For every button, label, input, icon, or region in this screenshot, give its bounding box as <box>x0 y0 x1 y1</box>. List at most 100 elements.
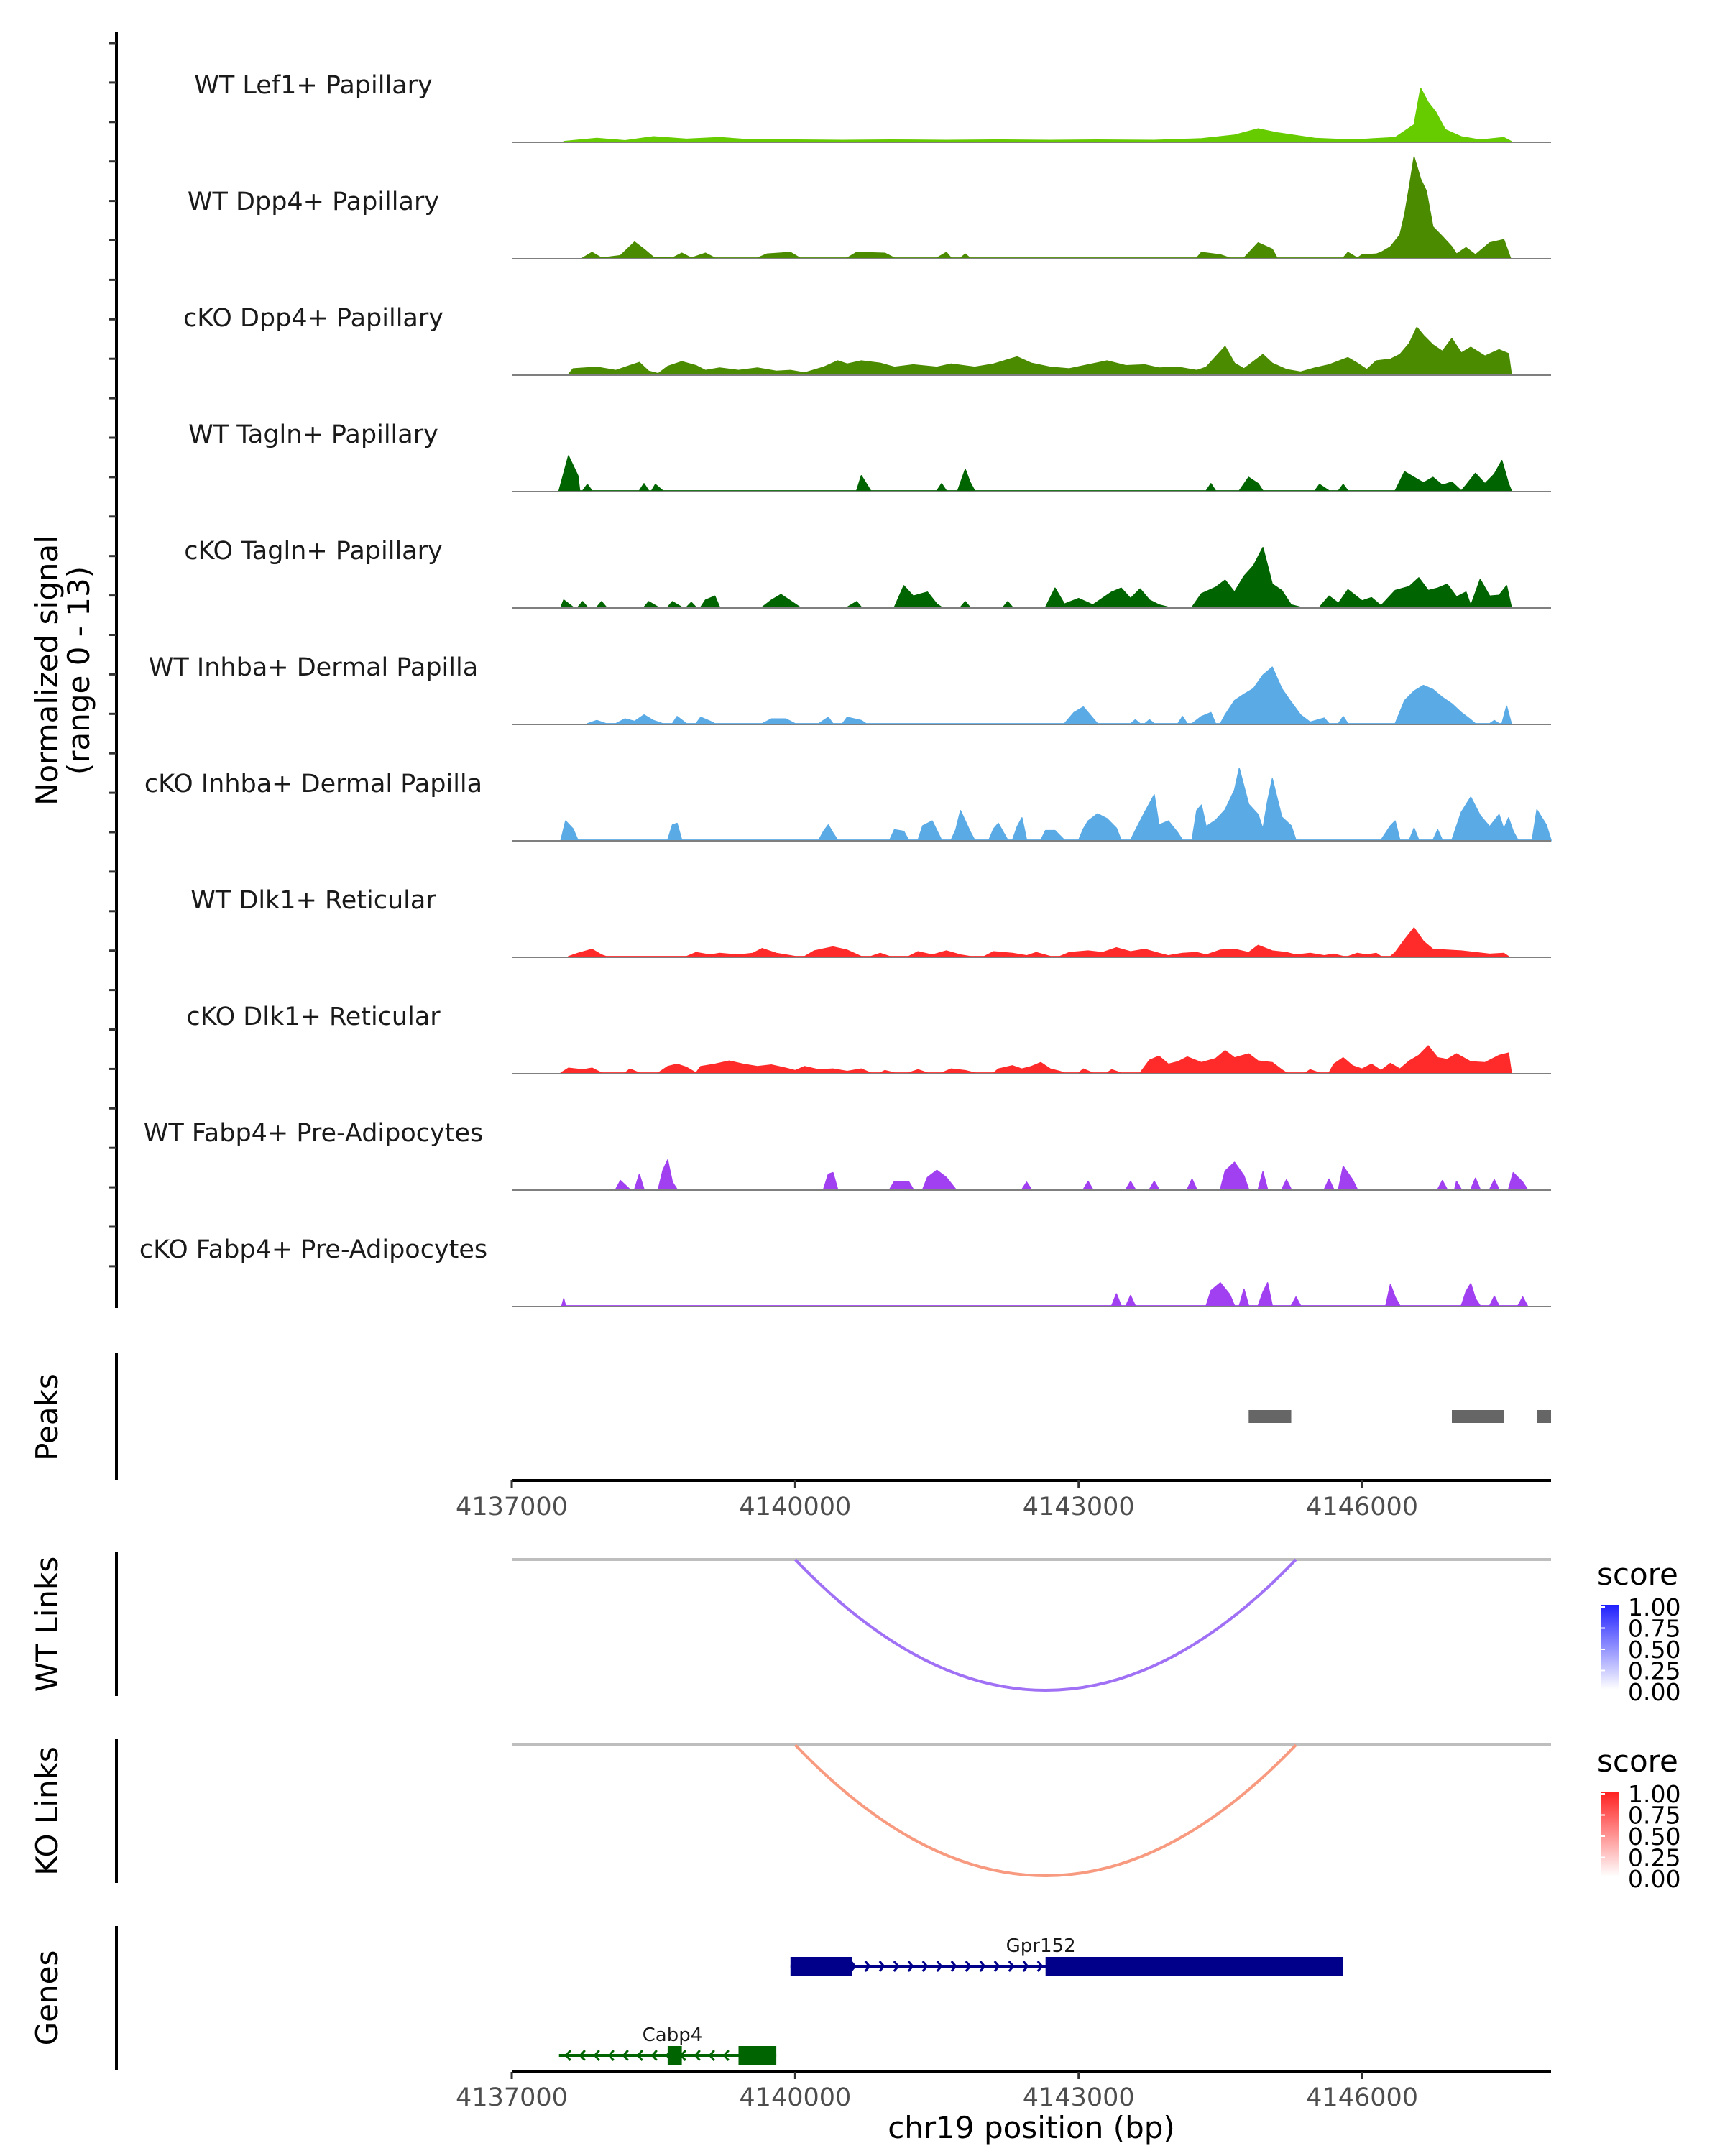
gene-name: Gpr152 <box>1006 1935 1076 1957</box>
ko-legend-ticks: 1.000.750.500.250.00 <box>1601 1780 1680 1893</box>
strand-arrow <box>921 1961 929 1972</box>
strand-arrow <box>622 2050 629 2061</box>
strand-arrow <box>965 1961 972 1972</box>
track-label: WT Fabp4+ Pre-Adipocytes <box>144 1119 483 1148</box>
track-1: WT Dpp4+ Papillary <box>188 156 1551 259</box>
ko-legend-title: score <box>1597 1743 1678 1779</box>
gene-name: Cabp4 <box>643 2024 703 2046</box>
genome-axis-top-ticks: 4137000 4140000 4143000 4146000 <box>456 1480 1418 1521</box>
track-label: WT Lef1+ Papillary <box>194 71 433 100</box>
track-4: cKO Tagln+ Papillary <box>184 537 1551 609</box>
strand-arrow <box>878 1961 886 1972</box>
wt-links-panel: WT Links score 1.000.750.500.250.00 <box>29 1552 1680 1706</box>
coverage-area <box>568 927 1509 958</box>
wt-link-arc <box>794 1558 1297 1692</box>
peak-region <box>1248 1410 1292 1423</box>
legend-tick-label: 1.00 <box>1628 1593 1680 1621</box>
strand-arrow <box>850 1961 857 1972</box>
track-label: WT Tagln+ Papillary <box>188 420 438 449</box>
coverage-area <box>563 87 1512 143</box>
ko-link-arc <box>794 1743 1297 1877</box>
legend-tick-label: 0.25 <box>1628 1657 1680 1685</box>
strand-arrow <box>936 1961 943 1972</box>
track-9: WT Fabp4+ Pre-Adipocytes <box>144 1119 1551 1191</box>
strand-arrow <box>1008 1961 1015 1972</box>
legend-tick-label: 0.75 <box>1628 1802 1680 1830</box>
coverage-tracks: WT Lef1+ Papillary WT Dpp4+ Papillary cKO … <box>139 71 1552 1307</box>
track-2: cKO Dpp4+ Papillary <box>183 304 1551 376</box>
legend-tick-label: 0.75 <box>1628 1615 1680 1643</box>
legend-tick-label: 0.25 <box>1628 1844 1680 1872</box>
strand-arrow <box>636 2050 643 2061</box>
track-6: cKO Inhba+ Dermal Papilla <box>144 768 1552 842</box>
coverage-area <box>558 455 1512 492</box>
coverage-area <box>586 666 1512 725</box>
gene-models: Gpr152 Cabp4 <box>558 1935 1343 2065</box>
gene-exon <box>738 2046 777 2065</box>
strand-arrow <box>864 1961 871 1972</box>
coverage-area <box>581 156 1512 259</box>
track-label: cKO Inhba+ Dermal Papilla <box>144 770 482 798</box>
wt-legend-title: score <box>1597 1557 1678 1592</box>
track-3: WT Tagln+ Papillary <box>188 420 1551 492</box>
coverage-panel: Normalized signal (range 0 - 13) WT Lef1… <box>29 32 1552 1308</box>
strand-arrow <box>579 2050 586 2061</box>
peak-region <box>1452 1410 1504 1423</box>
peaks-label: Peaks <box>29 1373 65 1461</box>
track-label: cKO Dlk1+ Reticular <box>186 1003 441 1031</box>
legend-tick-label: 1.00 <box>1628 1780 1680 1808</box>
coverage-area <box>560 768 1552 842</box>
genome-axis-bottom-ticks: 4137000 4140000 4143000 4146000 <box>456 2072 1418 2112</box>
coverage-area <box>615 1159 1528 1191</box>
x-tick-label: 4143000 <box>1023 1493 1135 1521</box>
ko-score-legend: score 1.000.750.500.250.00 <box>1597 1743 1680 1893</box>
strand-arrow <box>694 2050 701 2061</box>
track-5: WT Inhba+ Dermal Papilla <box>149 653 1551 725</box>
legend-tick-label: 0.00 <box>1628 1678 1680 1706</box>
strand-arrow <box>1036 1961 1044 1972</box>
strand-arrow <box>593 2050 600 2061</box>
strand-arrow <box>979 1961 986 1972</box>
x-tick-label: 4137000 <box>456 1493 568 1521</box>
strand-arrow <box>993 1961 1000 1972</box>
strand-arrow <box>650 2050 658 2061</box>
legend-tick-label: 0.50 <box>1628 1823 1680 1851</box>
track-10: cKO Fabp4+ Pre-Adipocytes <box>139 1235 1551 1307</box>
genome-xlabel: chr19 position (bp) <box>888 2110 1175 2145</box>
ko-links-label: KO Links <box>29 1746 65 1876</box>
gene-gpr152: Gpr152 <box>790 1935 1343 1976</box>
coverage-area <box>560 1045 1512 1074</box>
track-label: cKO Fabp4+ Pre-Adipocytes <box>139 1235 487 1264</box>
coverage-ylabel-line2: (range 0 - 13) <box>61 566 96 775</box>
strand-arrow <box>950 1961 957 1972</box>
track-label: cKO Tagln+ Papillary <box>184 537 443 566</box>
coverage-area <box>568 326 1512 376</box>
x-tick-label: 4137000 <box>456 2083 568 2112</box>
strand-arrow <box>564 2050 571 2061</box>
wt-legend-colorbar <box>1601 1605 1619 1690</box>
coverage-ylabel-line1: Normalized signal <box>29 535 65 806</box>
gene-cabp4: Cabp4 <box>558 2024 777 2065</box>
strand-arrow <box>907 1961 914 1972</box>
track-label: WT Inhba+ Dermal Papilla <box>149 653 478 682</box>
peak-region <box>1537 1410 1551 1423</box>
strand-arrow <box>1022 1961 1029 1972</box>
track-label: cKO Dpp4+ Papillary <box>183 304 443 333</box>
wt-score-legend: score 1.000.750.500.250.00 <box>1597 1557 1680 1706</box>
coverage-area <box>560 547 1512 609</box>
x-tick-label: 4146000 <box>1306 1493 1418 1521</box>
x-tick-label: 4143000 <box>1023 2083 1135 2112</box>
strand-arrow <box>607 2050 615 2061</box>
strand-arrow <box>722 2050 730 2061</box>
track-8: cKO Dlk1+ Reticular <box>186 1003 1551 1074</box>
peaks-panel: Peaks 4137000 4140000 4143000 4146000 <box>29 1353 1551 1521</box>
x-tick-label: 4140000 <box>739 2083 851 2112</box>
track-0: WT Lef1+ Papillary <box>194 71 1551 143</box>
legend-tick-label: 0.00 <box>1628 1865 1680 1893</box>
ko-links-panel: KO Links score 1.000.750.500.250.00 <box>29 1739 1680 1893</box>
strand-arrow <box>708 2050 715 2061</box>
gene-exon <box>1045 1957 1343 1976</box>
strand-arrow <box>893 1961 900 1972</box>
wt-legend-ticks: 1.000.750.500.250.00 <box>1601 1593 1680 1706</box>
peak-regions <box>1248 1410 1551 1423</box>
